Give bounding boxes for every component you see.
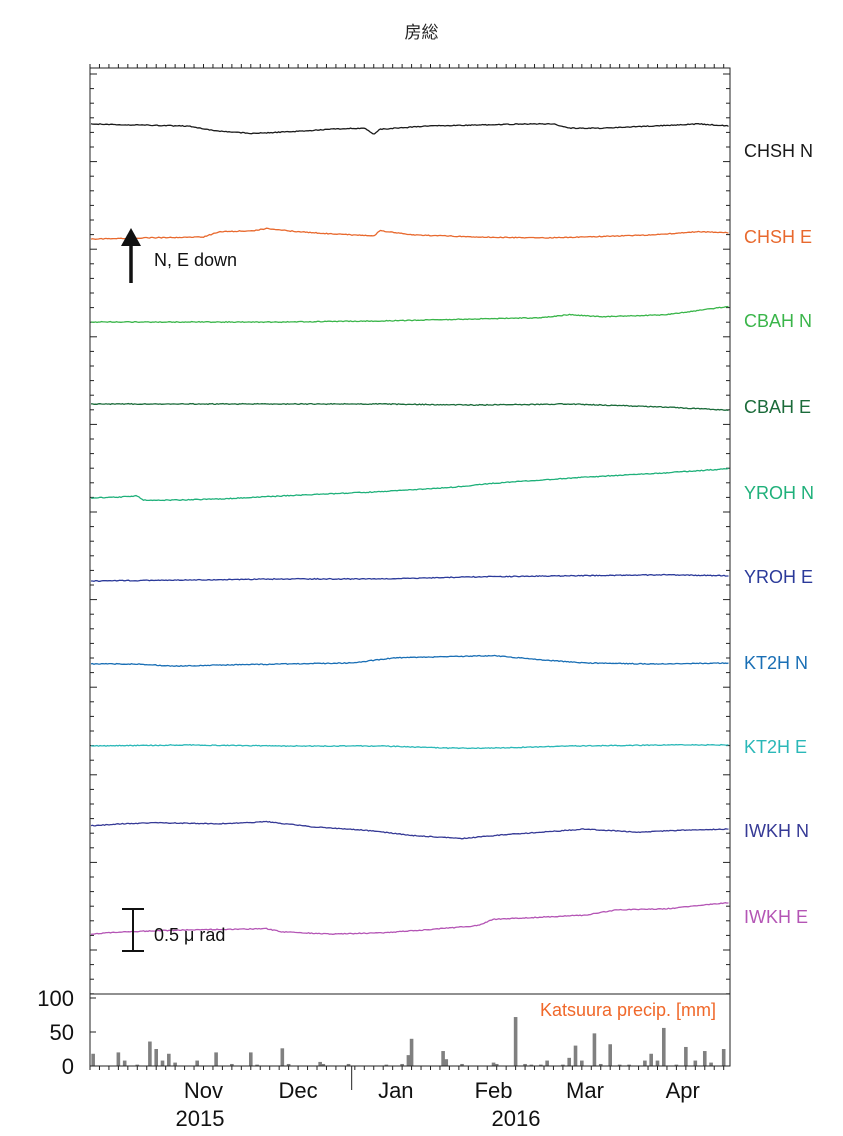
month-label: Nov [184, 1078, 223, 1103]
series-line [90, 820, 729, 840]
precip-bar [173, 1062, 177, 1066]
month-label: Feb [475, 1078, 513, 1103]
month-label: Mar [566, 1078, 604, 1103]
precip-bar [230, 1063, 234, 1066]
precip-bar [721, 1049, 726, 1066]
direction-arrow-head [121, 228, 141, 246]
precip-bar [441, 1051, 445, 1066]
precip-bar [627, 1064, 631, 1066]
precip-bar [684, 1046, 688, 1066]
series-line [90, 467, 729, 502]
precip-bar [116, 1052, 121, 1066]
series-line [90, 743, 729, 750]
precip-layer [91, 1017, 726, 1066]
precip-bar [321, 1063, 326, 1066]
precip-bar [655, 1060, 660, 1066]
series-line [90, 227, 729, 240]
precip-bar [406, 1055, 411, 1066]
precip-bar [286, 1063, 291, 1066]
precip-bar [148, 1041, 152, 1066]
direction-arrow-label: N, E down [154, 250, 237, 270]
precip-label: Katsuura precip. [mm] [540, 1000, 716, 1020]
scale-bar-label: 0.5 μ rad [154, 925, 225, 945]
series-line [90, 402, 729, 412]
precip-bar [617, 1064, 622, 1066]
precip-bar [513, 1017, 518, 1066]
precip-bar [167, 1053, 171, 1066]
precip-bar [135, 1064, 140, 1066]
month-label: Dec [279, 1078, 318, 1103]
precip-bar [702, 1051, 707, 1066]
precip-bar [523, 1063, 527, 1066]
precip-bar [661, 1027, 666, 1066]
precip-bar [561, 1064, 565, 1066]
precip-bar [573, 1045, 578, 1066]
series-label: CBAH E [744, 397, 811, 417]
precip-bar [529, 1064, 534, 1066]
series-label: YROH E [744, 567, 813, 587]
precip-bar [693, 1060, 698, 1066]
precip-bar [318, 1061, 322, 1066]
precip-bar [160, 1060, 165, 1066]
series-line [90, 305, 729, 324]
series-label: YROH N [744, 483, 814, 503]
precip-bar [608, 1044, 612, 1066]
year-label: 2016 [492, 1106, 541, 1131]
precip-y-label: 50 [50, 1020, 74, 1045]
series-line [90, 902, 729, 935]
chart-title: 房総 [404, 23, 439, 43]
precip-bar [91, 1053, 95, 1066]
label-layer: Nov Dec Jan Feb Mar Apr 2015 2016 CHSH N CHSH E CB… [37, 141, 814, 1131]
precip-bar [460, 1063, 464, 1066]
precip-bar [491, 1062, 496, 1066]
precip-bar [567, 1057, 572, 1066]
plot-frame [89, 67, 731, 995]
tick-layer [89, 64, 730, 1090]
precip-bar [248, 1052, 253, 1066]
precip-bar [400, 1063, 404, 1066]
precip-y-label: 100 [37, 986, 74, 1011]
month-label: Jan [378, 1078, 413, 1103]
precip-bar [545, 1060, 549, 1066]
series-label: IWKH E [744, 907, 808, 927]
series-line [90, 122, 729, 135]
precip-bar [214, 1052, 218, 1066]
series-label: CHSH E [744, 227, 812, 247]
precip-panel-frame [89, 993, 731, 1067]
precip-bar [444, 1059, 449, 1066]
precip-bar [709, 1062, 713, 1066]
precip-bar [280, 1048, 285, 1066]
precip-bar [122, 1060, 127, 1066]
precip-bar [255, 1064, 259, 1066]
series-label: CBAH N [744, 311, 812, 331]
series-line [91, 573, 729, 582]
series-label: KT2H E [744, 737, 807, 757]
precip-bar [384, 1064, 389, 1066]
series-line [90, 654, 729, 667]
series-label: CHSH N [744, 141, 813, 161]
precip-y-label: 0 [62, 1054, 74, 1079]
series-layer [90, 122, 729, 935]
precip-bar [154, 1049, 159, 1066]
precip-bar [649, 1053, 653, 1066]
precip-bar [598, 1063, 603, 1066]
precip-bar [580, 1060, 584, 1066]
month-label: Apr [666, 1078, 700, 1103]
precip-bar [539, 1064, 543, 1066]
year-label: 2015 [176, 1106, 225, 1131]
precip-bar [494, 1063, 499, 1066]
precip-bar [592, 1033, 597, 1066]
precip-bar [643, 1060, 647, 1066]
precip-bar [674, 1064, 679, 1066]
precip-bar [346, 1063, 351, 1066]
precip-bar [195, 1060, 199, 1066]
precip-bar [409, 1038, 414, 1066]
series-label: IWKH N [744, 821, 809, 841]
series-label: KT2H N [744, 653, 808, 673]
